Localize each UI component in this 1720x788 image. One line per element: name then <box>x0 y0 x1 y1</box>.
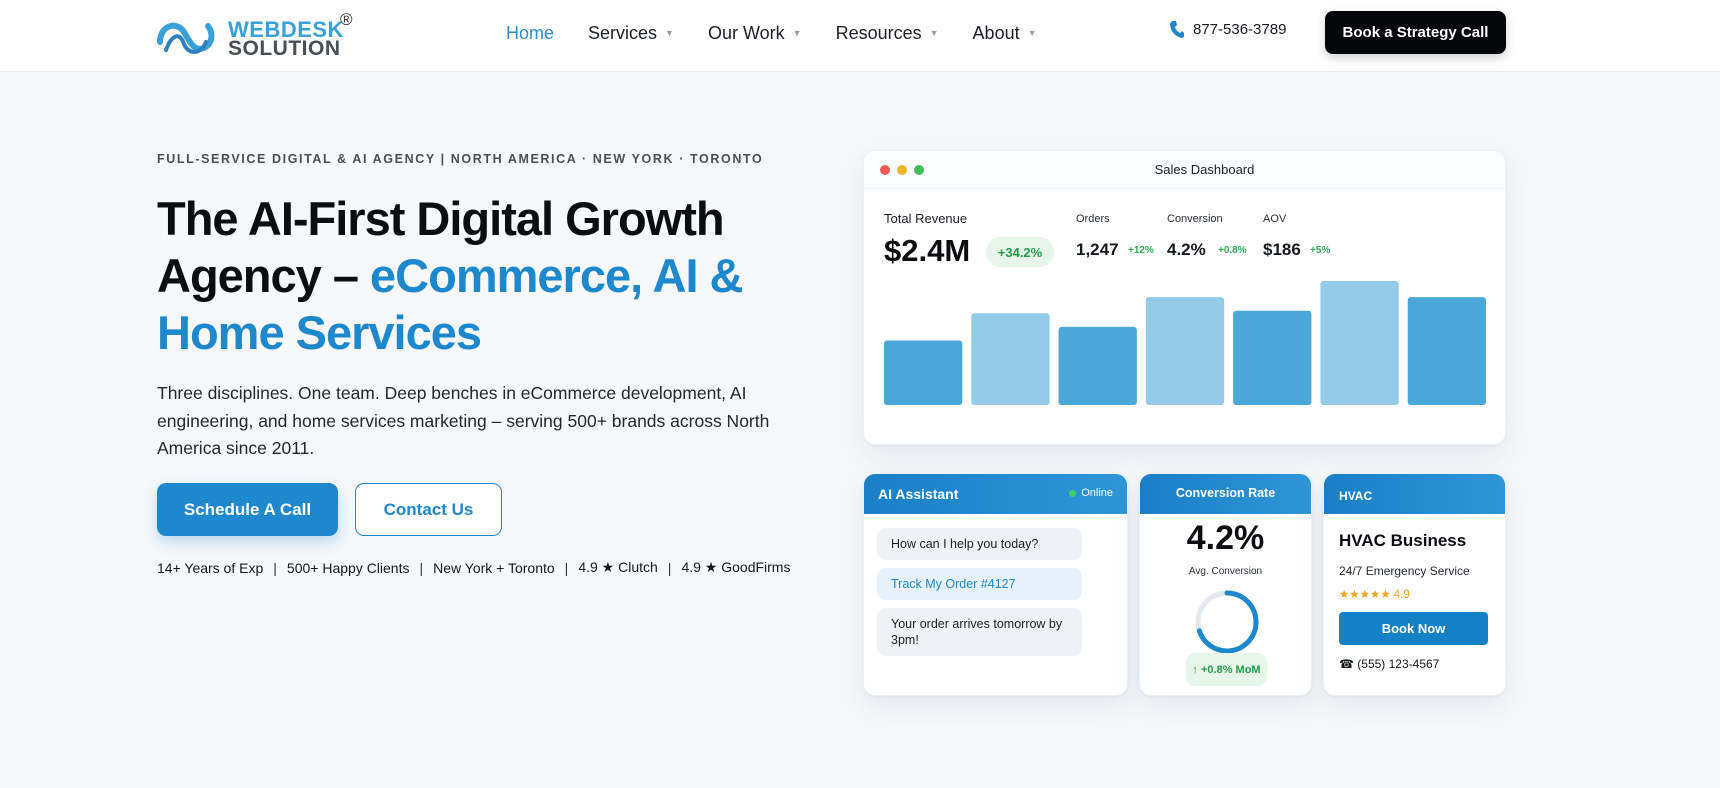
window-minimize-dot-icon <box>897 165 907 175</box>
revenue-bar-chart <box>884 281 1486 405</box>
registered-mark: ® <box>340 10 353 29</box>
stat-separator: | <box>419 559 424 576</box>
revenue-bar <box>1145 297 1225 405</box>
conversion-card-header: Conversion Rate <box>1140 474 1311 514</box>
revenue-label: Total Revenue <box>884 211 968 226</box>
hero-eyebrow: FULL-SERVICE DIGITAL & AI AGENCY | NORTH… <box>157 152 764 166</box>
nav-item-home[interactable]: Home <box>506 23 554 44</box>
hvac-rating: ★★★★★ 4.9 <box>1339 587 1410 601</box>
dashboard-title: Sales Dashboard <box>1154 162 1255 177</box>
online-dot-icon <box>1069 489 1077 497</box>
kpi-aov-label: AOV <box>1263 213 1287 225</box>
phone-number: 877-536-3789 <box>1193 20 1287 38</box>
revenue-bar <box>1407 297 1486 405</box>
nav-label: Resources <box>835 22 922 43</box>
conversion-donut-chart <box>1195 590 1259 654</box>
stat-item: New York + Toronto <box>433 559 555 576</box>
chevron-down-icon: ▼ <box>1027 28 1037 38</box>
sales-dashboard-card: Sales Dashboard Total Revenue $2.4M +34.… <box>863 150 1506 445</box>
kpi-conversion-label: Conversion <box>1167 213 1223 225</box>
hero-headline: The AI-First Digital Growth Agency – eCo… <box>157 190 797 361</box>
window-maximize-dot-icon <box>914 165 924 175</box>
conversion-card-title: Conversion Rate <box>1175 486 1276 500</box>
kpi-conversion-value: 4.2% <box>1167 240 1206 259</box>
nav-item-about[interactable]: About ▼ <box>973 23 1037 44</box>
hvac-phone[interactable]: ☎ (555) 123-4567 <box>1339 657 1440 671</box>
hvac-title: HVAC Business <box>1339 531 1467 550</box>
nav-label: Home <box>506 22 555 43</box>
revenue-bar <box>1233 310 1312 405</box>
revenue-bar <box>971 313 1050 405</box>
online-status: Online <box>1069 487 1113 499</box>
nav-item-resources[interactable]: Resources ▼ <box>836 23 939 44</box>
hvac-card-header: HVAC <box>1324 474 1505 514</box>
contact-us-button[interactable]: Contact Us <box>355 483 502 536</box>
conversion-value: 4.2% <box>1186 519 1265 557</box>
chat-message-bot: Your order arrives tomorrow by 3pm! <box>877 608 1082 656</box>
nav-label: About <box>972 22 1020 43</box>
donut-arc <box>1195 590 1259 654</box>
nav-label: Our Work <box>707 22 785 43</box>
revenue-bar <box>1058 326 1137 405</box>
schedule-call-button[interactable]: Schedule A Call <box>157 483 338 536</box>
site-header: WEBDESK SOLUTION ® Home Services ▼ Our W… <box>0 0 1720 72</box>
headline-plain: The AI-First Digital Growth Agency – <box>157 192 725 302</box>
conversion-rate-card: Conversion Rate 4.2% Avg. Conversion ↑ +… <box>1139 473 1312 696</box>
revenue-bar <box>884 340 963 405</box>
logo-mark-icon <box>157 22 215 54</box>
chevron-down-icon: ▼ <box>929 28 939 38</box>
stat-separator: | <box>667 559 672 576</box>
stat-separator: | <box>273 559 277 576</box>
hero-lede: Three disciplines. One team. Deep benche… <box>157 383 770 458</box>
nav-item-our-work[interactable]: Our Work ▼ <box>708 23 802 44</box>
book-now-button[interactable]: Book Now <box>1339 612 1488 645</box>
ai-assistant-header: AI Assistant Online <box>864 474 1127 514</box>
stat-separator: | <box>564 559 569 576</box>
kpi-aov-value: $186 <box>1263 240 1301 259</box>
chevron-down-icon: ▼ <box>665 28 674 38</box>
conversion-subtitle: Avg. Conversion <box>1188 566 1263 577</box>
hvac-subtitle: 24/7 Emergency Service <box>1339 564 1470 578</box>
chat-message-bot: How can I help you today? <box>877 528 1082 560</box>
kpi-orders-label: Orders <box>1076 213 1110 225</box>
ai-assistant-title: AI Assistant <box>878 486 959 502</box>
main-nav: Home Services ▼ Our Work ▼ Resources ▼ A… <box>506 20 1071 46</box>
nav-label: Services <box>588 22 658 43</box>
hvac-card: HVAC HVAC Business 24/7 Emergency Servic… <box>1323 473 1506 696</box>
revenue-value: $2.4M <box>884 233 971 268</box>
stat-item: 4.9 ★ GoodFirms <box>681 559 791 575</box>
hvac-tag: HVAC <box>1339 489 1373 503</box>
rating-value: 4.9 <box>1393 589 1410 601</box>
phone-icon <box>1170 20 1184 38</box>
stat-item: 14+ Years of Exp <box>157 559 264 576</box>
stat-item: 4.9 ★ Clutch <box>578 559 658 575</box>
conversion-delta-badge: ↑ +0.8% MoM <box>1186 653 1267 686</box>
brand-logo[interactable]: WEBDESK SOLUTION ® <box>156 10 366 60</box>
ai-assistant-card: AI Assistant Online How can I help you t… <box>863 473 1128 696</box>
online-status-label: Online <box>1081 487 1113 499</box>
header-phone-link[interactable]: 877-536-3789 <box>1170 20 1286 38</box>
revenue-bar <box>1320 281 1399 405</box>
window-titlebar: Sales Dashboard <box>864 151 1505 189</box>
logo-text-line1: WEBDESK <box>228 17 344 42</box>
logo-text-line2: SOLUTION <box>228 37 341 60</box>
kpi-orders-delta: +12% <box>1128 245 1154 256</box>
trust-stats: 14+ Years of Exp | 500+ Happy Clients | … <box>157 559 790 576</box>
window-close-dot-icon <box>880 165 890 175</box>
chevron-down-icon: ▼ <box>792 28 802 38</box>
revenue-delta-badge: +34.2% <box>986 237 1054 267</box>
star-rating-icon: ★★★★★ <box>1339 589 1391 601</box>
chat-message-user[interactable]: Track My Order #4127 <box>877 568 1082 600</box>
book-strategy-call-button[interactable]: Book a Strategy Call <box>1325 11 1506 54</box>
kpi-orders-value: 1,247 <box>1076 240 1119 259</box>
kpi-conversion-delta: +0.8% <box>1218 245 1247 256</box>
headline-highlight: eCommerce, AI & Home Services <box>157 249 743 359</box>
kpi-aov-delta: +5% <box>1310 245 1331 256</box>
stat-item: 500+ Happy Clients <box>286 559 410 576</box>
nav-item-services[interactable]: Services ▼ <box>588 23 674 44</box>
